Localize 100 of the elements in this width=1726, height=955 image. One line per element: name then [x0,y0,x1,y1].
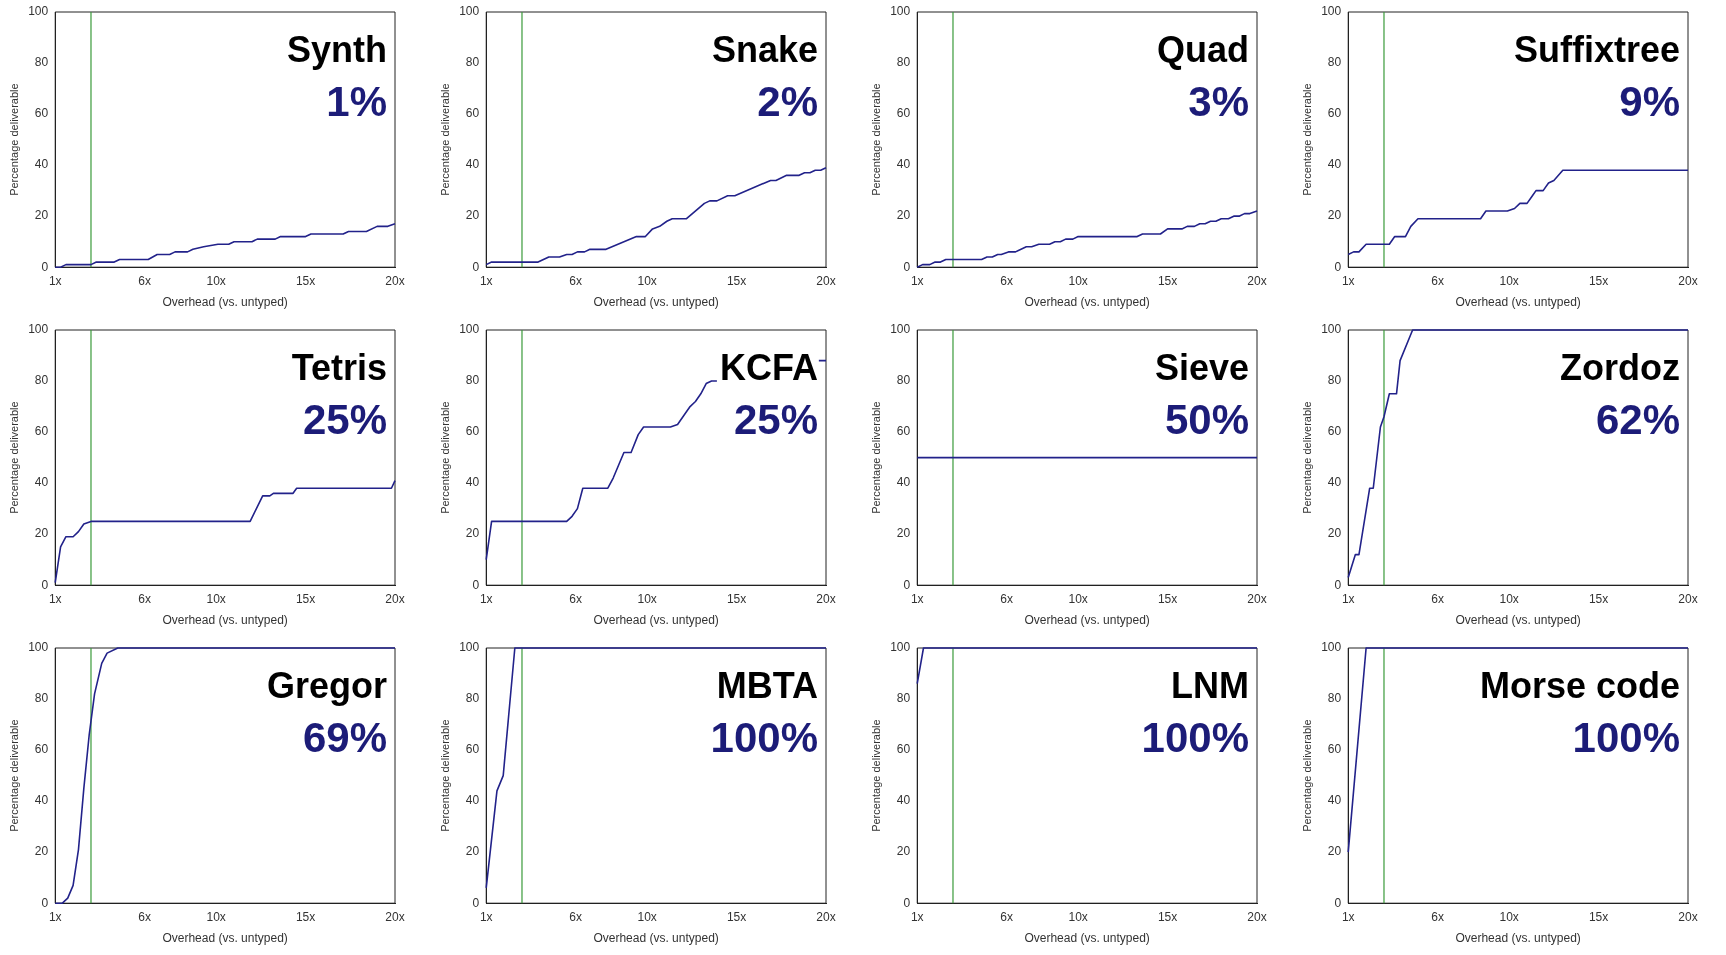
text: Gregor [266,665,387,706]
y-tick-label: 80 [34,691,49,706]
x-tick-label: 20x [385,909,405,924]
annotation: 2% [757,78,818,125]
y-tick-label: 60 [34,742,49,757]
y-tick-label: 40 [34,793,49,808]
y-tick-label: 60 [1327,106,1342,121]
x-tick-label: 20x [385,591,405,606]
x-tick-label: 15x [726,273,747,288]
y-tick-label: 100 [28,4,49,19]
x-tick-label: 6x [569,591,582,606]
y-tick-label: 100 [28,640,49,655]
y-axis-title: Percentage deliverable [1300,719,1313,832]
y-tick-label: 80 [465,373,480,388]
y-axis-title: Percentage deliverable [438,83,451,196]
x-tick-label: 6x [1431,273,1444,288]
x-tick-label: 1x [910,591,924,606]
y-tick-label: 0 [903,577,911,592]
y-axis-title: Percentage deliverable [869,719,882,832]
y-tick-label: 40 [465,793,480,808]
x-axis-title: Overhead (vs. untyped) [162,295,288,310]
x-tick-label: 10x [206,591,226,606]
y-tick-label: 80 [1327,55,1342,70]
x-tick-label: 10x [637,909,657,924]
y-axis-title: Percentage deliverable [1300,83,1313,196]
x-axis-title: Overhead (vs. untyped) [593,613,719,628]
y-tick-label: 40 [465,475,480,490]
text: LNM [1171,665,1249,706]
y-tick-label: 60 [896,424,911,439]
y-tick-label: 60 [465,106,480,121]
x-axis-title: Overhead (vs. untyped) [1455,295,1581,310]
y-tick-label: 20 [896,208,911,223]
text: Tetris [291,347,387,388]
y-tick-label: 40 [1327,475,1342,490]
y-tick-label: 100 [459,322,480,337]
annotation: 69% [302,714,387,761]
x-tick-label: 15x [1588,273,1609,288]
x-tick-label: 1x [910,909,924,924]
x-tick-label: 6x [138,273,151,288]
text: MBTA [716,665,818,706]
y-tick-label: 0 [1334,577,1342,592]
text: Suffixtree [1513,29,1680,70]
text: Zordoz [1560,347,1680,388]
x-tick-label: 6x [569,273,582,288]
x-tick-label: 15x [295,591,316,606]
y-axis-title: Percentage deliverable [869,83,882,196]
x-tick-label: 20x [1678,273,1698,288]
y-tick-label: 20 [896,526,911,541]
x-tick-label: 1x [479,273,493,288]
x-tick-label: 10x [1499,273,1519,288]
x-tick-label: 1x [479,909,493,924]
annotation: 100% [710,714,818,761]
y-tick-label: 0 [41,259,49,274]
annotation: 3% [1188,78,1249,125]
x-tick-label: 15x [726,591,747,606]
y-tick-label: 40 [896,475,911,490]
x-tick-label: 1x [1341,591,1355,606]
x-axis-title: Overhead (vs. untyped) [162,931,288,946]
x-tick-label: 6x [1431,909,1444,924]
y-axis-title: Percentage deliverable [869,401,882,514]
x-tick-label: 15x [726,909,747,924]
y-tick-label: 80 [896,373,911,388]
y-tick-label: 20 [1327,844,1342,859]
y-axis-title: Percentage deliverable [7,401,20,514]
x-tick-label: 1x [479,591,493,606]
x-tick-label: 6x [1431,591,1444,606]
x-tick-label: 10x [1499,909,1519,924]
y-tick-label: 80 [34,373,49,388]
x-tick-label: 1x [1341,273,1355,288]
y-tick-label: 100 [1321,4,1342,19]
y-tick-label: 60 [896,106,911,121]
text: Sieve [1154,347,1249,388]
x-tick-label: 6x [1000,273,1013,288]
x-tick-label: 1x [910,273,924,288]
y-tick-label: 60 [1327,424,1342,439]
x-tick-label: 10x [206,273,226,288]
y-tick-label: 20 [34,844,49,859]
y-tick-label: 0 [903,259,911,274]
y-tick-label: 20 [1327,526,1342,541]
y-tick-label: 80 [465,55,480,70]
y-tick-label: 0 [472,895,480,910]
y-tick-label: 0 [472,259,480,274]
annotation: 25% [733,396,818,443]
y-tick-label: 100 [459,4,480,19]
x-tick-label: 20x [816,273,836,288]
y-tick-label: 0 [41,895,49,910]
y-tick-label: 60 [1327,742,1342,757]
x-tick-label: 6x [1000,591,1013,606]
x-axis-title: Overhead (vs. untyped) [1455,931,1581,946]
x-tick-label: 10x [637,591,657,606]
y-tick-label: 20 [34,526,49,541]
y-tick-label: 100 [890,322,911,337]
x-tick-label: 20x [816,591,836,606]
text: KCFA [720,347,818,388]
x-tick-label: 10x [1068,591,1088,606]
y-tick-label: 40 [1327,157,1342,172]
y-tick-label: 80 [896,691,911,706]
y-axis-title: Percentage deliverable [7,83,20,196]
y-tick-label: 0 [472,577,480,592]
x-tick-label: 6x [138,909,151,924]
